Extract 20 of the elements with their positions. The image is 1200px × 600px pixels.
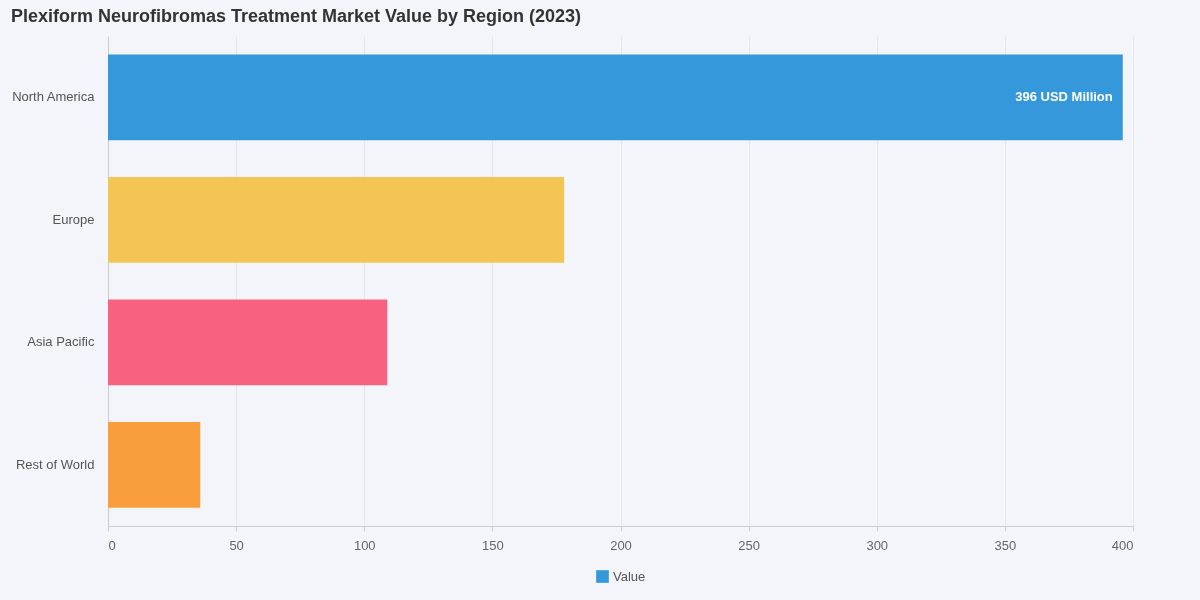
y-tick-label: Europe [52,211,95,227]
y-tick-label: Rest of World [15,456,95,472]
x-tick-label: 50 [229,537,244,553]
chart-title: Plexiform Neurofibromas Treatment Market Value by Region (2023) [10,6,582,26]
x-tick-label: 300 [866,537,889,553]
bar [108,299,388,386]
x-tick-label: 350 [994,537,1017,553]
x-tick-label: 400 [1111,537,1134,553]
data-label: 396 USD Million [1015,89,1113,105]
bar [108,421,201,508]
x-tick-label: 0 [108,537,116,553]
x-tick-label: 100 [353,537,376,553]
x-tick-label: 250 [738,537,760,553]
bar [108,176,565,263]
bar [108,54,1123,141]
y-tick-label: Asia Pacific [27,334,95,350]
y-tick-label: North America [12,89,96,105]
x-tick-label: 200 [610,537,632,553]
x-tick-label: 150 [482,537,504,553]
legend-label: Value [613,568,646,584]
